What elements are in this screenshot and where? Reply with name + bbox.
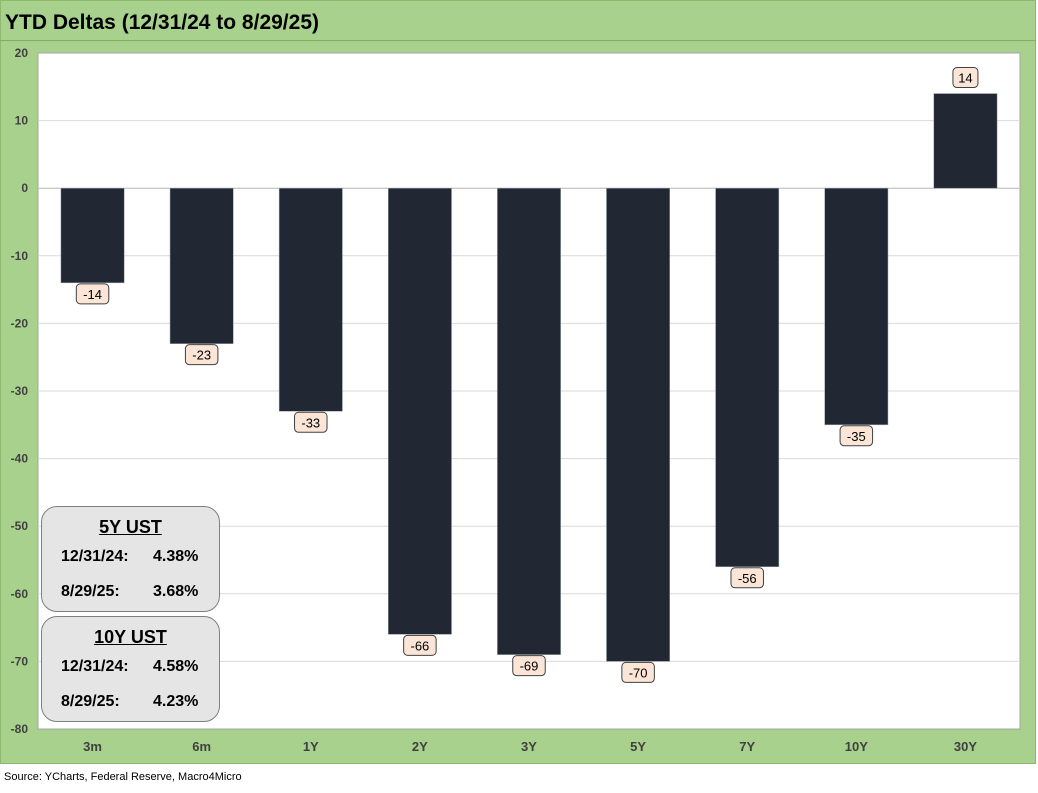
data-label-text: -33 xyxy=(301,415,320,430)
data-label: -69 xyxy=(512,655,546,677)
data-label-box xyxy=(512,655,546,677)
data-label-box xyxy=(839,425,874,447)
bar-7Y xyxy=(715,187,780,568)
y-tick-label: 20 xyxy=(15,46,29,60)
x-tick-label: 6m xyxy=(192,739,211,754)
x-tick-label: 3m xyxy=(83,739,102,754)
data-label-text: -66 xyxy=(410,638,429,653)
y-tick-label: -70 xyxy=(11,654,29,668)
y-tick-label: -50 xyxy=(11,519,29,533)
y-tick-label: 0 xyxy=(21,181,28,195)
data-label-text: -14 xyxy=(83,287,102,302)
y-tick-label: -30 xyxy=(11,384,29,398)
info-box-title-text: 5Y UST xyxy=(99,517,162,537)
bar-10Y xyxy=(824,187,889,426)
bar-chart: 20 10 0 -10 -20 -30 -40 -50 -60 -70 -80 3m 6m 1Y 2Y 3Y… xyxy=(11,46,1021,754)
info-box-row: 8/29/25: 4.23% xyxy=(61,693,219,711)
y-tick-label: -20 xyxy=(11,316,29,330)
data-label: 14 xyxy=(952,67,979,89)
bar-3m xyxy=(60,187,125,284)
info-box-10y-ust: 10Y UST 12/31/24: 4.58% 8/29/25: 4.23% xyxy=(41,616,220,722)
bar-1Y xyxy=(278,187,343,412)
bars xyxy=(60,93,998,662)
data-label: -23 xyxy=(184,344,219,366)
data-label: -35 xyxy=(839,425,874,447)
info-box-title: 10Y UST xyxy=(42,627,219,649)
data-labels: -14 -23 -33 -66 -69 -70 -56 -35 14 xyxy=(75,67,979,683)
bar-30Y xyxy=(933,93,998,189)
data-label-box xyxy=(730,567,764,589)
x-axis-tick-labels: 3m 6m 1Y 2Y 3Y 5Y 7Y 10Y 30Y xyxy=(83,739,977,754)
data-label: -56 xyxy=(730,567,764,589)
info-box-title: 5Y UST xyxy=(42,517,219,539)
data-label-text: -69 xyxy=(520,659,539,674)
info-box-row: 8/29/25: 3.68% xyxy=(61,583,219,601)
info-box-row-value: 3.68% xyxy=(153,583,199,600)
bar-2Y xyxy=(387,187,452,635)
data-label: -14 xyxy=(75,283,110,305)
data-label-box xyxy=(184,344,219,366)
info-box-row-value: 4.58% xyxy=(153,658,199,675)
y-tick-label: -10 xyxy=(11,249,29,263)
x-tick-label: 2Y xyxy=(412,739,428,754)
y-tick-label: -60 xyxy=(11,587,29,601)
data-label-box xyxy=(75,283,110,305)
x-tick-label: 5Y xyxy=(630,739,646,754)
info-box-5y-ust: 5Y UST 12/31/24: 4.38% 8/29/25: 3.68% xyxy=(41,506,220,612)
y-axis-tick-labels: 20 10 0 -10 -20 -30 -40 -50 -60 -70 -80 xyxy=(11,46,29,736)
data-label-text: -70 xyxy=(629,665,648,680)
info-box-row-label: 12/31/24: xyxy=(61,658,129,675)
data-label-text: 14 xyxy=(958,71,972,86)
x-tick-label: 3Y xyxy=(521,739,537,754)
chart-title: YTD Deltas (12/31/24 to 8/29/25) xyxy=(5,11,319,34)
info-box-row-value: 4.23% xyxy=(153,693,199,710)
x-tick-label: 1Y xyxy=(303,739,319,754)
data-label-box xyxy=(403,634,437,656)
x-tick-label: 7Y xyxy=(739,739,755,754)
data-label: -33 xyxy=(294,411,328,433)
data-label: -70 xyxy=(621,661,655,683)
data-label-box xyxy=(294,411,328,433)
info-box-row-label: 8/29/25: xyxy=(61,693,120,710)
info-box-row: 12/31/24: 4.38% xyxy=(61,548,219,566)
info-box-row-label: 8/29/25: xyxy=(61,583,120,600)
bar-3Y xyxy=(497,187,561,655)
bar-6m xyxy=(169,187,234,344)
bar-5Y xyxy=(606,187,671,662)
title-divider xyxy=(0,40,1036,41)
data-label-box xyxy=(952,67,979,89)
x-tick-label: 30Y xyxy=(954,739,977,754)
info-box-row-value: 4.38% xyxy=(153,548,199,565)
data-label-text: -56 xyxy=(738,571,757,586)
x-tick-label: 10Y xyxy=(845,739,868,754)
info-box-row: 12/31/24: 4.58% xyxy=(61,658,219,676)
y-tick-label: -80 xyxy=(11,722,29,736)
info-box-title-text: 10Y UST xyxy=(94,627,167,647)
data-label-box xyxy=(621,661,655,683)
data-label-text: -23 xyxy=(192,348,211,363)
data-label: -66 xyxy=(403,634,437,656)
y-tick-label: -40 xyxy=(11,452,29,466)
data-label-text: -35 xyxy=(847,429,866,444)
info-box-row-label: 12/31/24: xyxy=(61,548,129,565)
source-note: Source: YCharts, Federal Reserve, Macro4… xyxy=(4,771,242,783)
y-tick-label: 10 xyxy=(15,114,29,128)
